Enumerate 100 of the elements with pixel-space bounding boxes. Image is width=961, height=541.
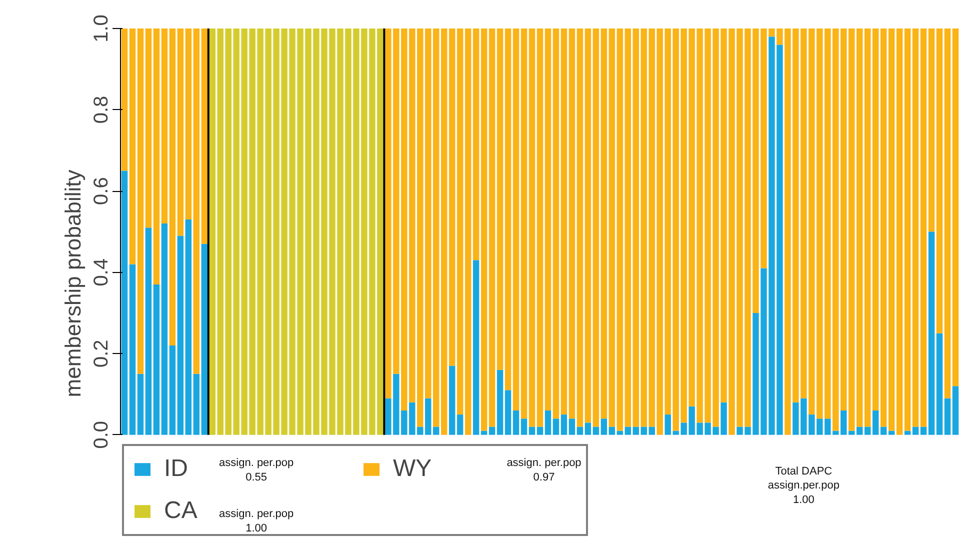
bar [872, 28, 879, 410]
bar [153, 28, 160, 285]
bar [480, 28, 488, 431]
bar [888, 28, 895, 431]
y-tick-label: 0.6 [90, 177, 112, 205]
bar [872, 410, 879, 435]
bar [624, 426, 632, 435]
bar [464, 28, 472, 435]
bar [632, 28, 639, 427]
bar [600, 28, 608, 419]
bar [504, 390, 512, 435]
bar [592, 28, 600, 427]
bar [177, 28, 184, 236]
bar [536, 28, 544, 427]
bar [488, 28, 496, 427]
bar [584, 28, 592, 423]
bar [161, 28, 168, 224]
bar [864, 426, 871, 435]
text: assign. per.pop 1.00 [219, 508, 294, 534]
bar [856, 426, 863, 435]
bar [616, 430, 624, 435]
bar [568, 418, 576, 435]
bar [864, 28, 871, 427]
bar [920, 28, 927, 427]
bar [161, 224, 168, 435]
bar [145, 28, 152, 228]
bar [904, 28, 911, 431]
bar [512, 410, 520, 435]
bar [129, 28, 136, 264]
bar [520, 28, 528, 419]
bar [896, 28, 903, 435]
bar [153, 284, 160, 435]
bar [448, 28, 456, 366]
bar [928, 232, 935, 435]
bar [888, 430, 895, 435]
bar [496, 370, 504, 435]
text: assign. per.pop 0.97 [506, 457, 582, 484]
bar [169, 28, 176, 346]
bar [528, 426, 536, 435]
bar [480, 430, 488, 435]
bar [544, 410, 552, 435]
y-tick-label: 0.0 [90, 420, 112, 449]
bar [600, 418, 608, 435]
bar [472, 28, 480, 260]
bar [944, 398, 951, 435]
bar [576, 28, 584, 427]
bar [952, 386, 959, 435]
bar [456, 414, 464, 435]
y-tick-label: 0.8 [90, 96, 112, 124]
bar [209, 28, 216, 435]
bar [560, 414, 568, 435]
bar [520, 418, 528, 435]
bar [145, 228, 152, 435]
bar [584, 422, 592, 435]
bar [608, 426, 616, 435]
bar [185, 28, 192, 220]
bar [512, 28, 520, 410]
bar [169, 345, 176, 435]
bar [121, 170, 128, 435]
y-axis-title: membership probability [60, 170, 86, 398]
bar [129, 264, 136, 435]
bar [544, 28, 552, 410]
legend-label: CA [164, 497, 198, 524]
bar [568, 28, 576, 419]
bar [640, 426, 647, 435]
bar [137, 28, 144, 374]
bar [217, 28, 224, 435]
bar [528, 28, 536, 427]
bar [624, 28, 632, 427]
bar [592, 426, 600, 435]
bar [456, 28, 464, 415]
bar [616, 28, 624, 431]
legend-label: WY [393, 455, 432, 482]
bar [920, 426, 927, 435]
bar [177, 236, 184, 435]
bar [648, 426, 655, 435]
bar [536, 426, 544, 435]
bar [121, 28, 128, 171]
bar [552, 28, 560, 419]
bar [640, 28, 647, 427]
bar [496, 28, 504, 370]
bar [632, 426, 639, 435]
bar [880, 28, 887, 427]
bar [433, 426, 440, 435]
bar [193, 374, 200, 435]
bar [952, 28, 959, 386]
bar [936, 28, 943, 334]
bar [856, 28, 863, 427]
bar [472, 260, 480, 435]
bar [608, 28, 616, 427]
text: assign. per.pop 0.55 [219, 457, 294, 484]
bar [880, 426, 887, 435]
bar [504, 28, 512, 390]
bar [488, 426, 496, 435]
y-tick-label: 0.2 [90, 340, 112, 368]
legend-label: ID [164, 455, 188, 482]
bar [441, 28, 448, 435]
text: Total DAPC assign.per.pop 1.00 [768, 465, 840, 506]
bar [448, 366, 456, 435]
bar [552, 418, 560, 435]
